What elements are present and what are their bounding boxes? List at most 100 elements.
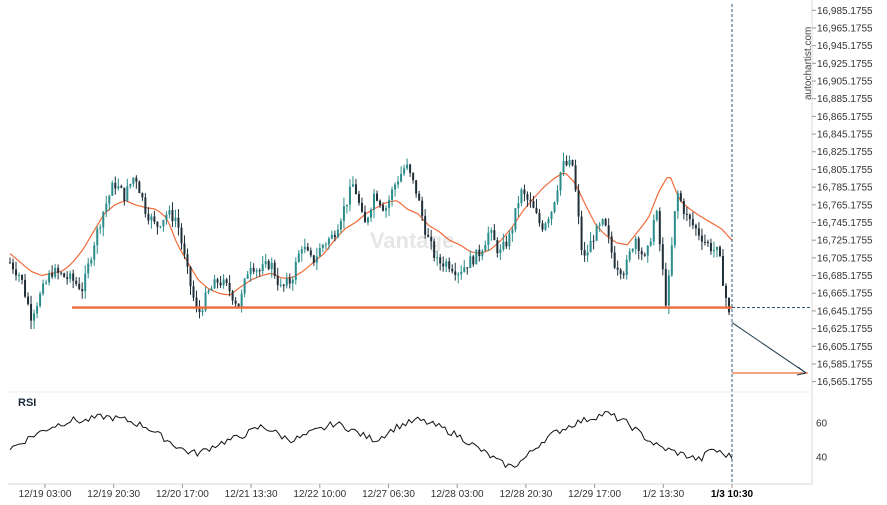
candle bbox=[544, 221, 547, 231]
candle bbox=[595, 223, 598, 242]
candle-body bbox=[451, 268, 454, 272]
candle-body bbox=[264, 260, 267, 265]
candle-body bbox=[655, 211, 658, 220]
candle-body bbox=[306, 246, 309, 251]
candle-body bbox=[433, 241, 436, 259]
y-tick-label: 16,685.1755 bbox=[817, 271, 873, 282]
candle-body bbox=[625, 259, 628, 276]
candle bbox=[183, 235, 186, 259]
candle bbox=[54, 263, 57, 279]
candle bbox=[126, 178, 129, 203]
candle bbox=[511, 226, 514, 242]
candle bbox=[288, 273, 291, 289]
candle-body bbox=[400, 173, 403, 182]
candle bbox=[649, 237, 652, 247]
candle bbox=[315, 247, 318, 270]
candle-body bbox=[84, 273, 87, 292]
candle bbox=[84, 265, 87, 299]
candle bbox=[622, 271, 625, 279]
candle bbox=[258, 268, 261, 277]
candle bbox=[490, 227, 493, 241]
candle-body bbox=[345, 204, 348, 207]
candle bbox=[712, 241, 715, 258]
rsi-tick-label: 60 bbox=[816, 419, 828, 430]
candle-body bbox=[273, 262, 276, 276]
candle-body bbox=[330, 234, 333, 239]
candle-body bbox=[135, 177, 138, 182]
candle bbox=[376, 190, 379, 202]
candle-body bbox=[460, 271, 463, 275]
candle-body bbox=[604, 219, 607, 226]
candle-body bbox=[379, 200, 382, 206]
candle-body bbox=[574, 165, 577, 191]
candle-body bbox=[409, 164, 412, 173]
candle bbox=[354, 178, 357, 195]
candle-body bbox=[201, 310, 204, 313]
candle-body bbox=[300, 249, 303, 254]
candle-body bbox=[261, 264, 264, 272]
candle-body bbox=[360, 202, 363, 212]
candle-body bbox=[649, 241, 652, 246]
candle bbox=[436, 251, 439, 266]
candle bbox=[394, 182, 397, 197]
candle-body bbox=[213, 279, 216, 289]
candle-body bbox=[688, 214, 691, 220]
candle bbox=[297, 250, 300, 263]
candle bbox=[592, 235, 595, 250]
candle bbox=[439, 253, 442, 271]
candle bbox=[81, 282, 84, 299]
candle bbox=[210, 285, 213, 291]
candle-body bbox=[430, 236, 433, 242]
candle bbox=[670, 237, 673, 277]
candle bbox=[99, 224, 102, 234]
candle bbox=[339, 218, 342, 234]
candle-body bbox=[547, 219, 550, 224]
candle bbox=[484, 240, 487, 252]
candle bbox=[607, 218, 610, 244]
candle-body bbox=[294, 262, 297, 280]
candle-body bbox=[637, 238, 640, 252]
candle-body bbox=[454, 271, 457, 276]
candle-body bbox=[69, 273, 72, 279]
candle bbox=[700, 228, 703, 250]
x-tick-label: 12/21 13:30 bbox=[225, 489, 278, 500]
candle bbox=[141, 192, 144, 201]
candle-body bbox=[583, 249, 586, 256]
candle-body bbox=[303, 246, 306, 250]
candle-body bbox=[243, 278, 246, 294]
candle bbox=[69, 270, 72, 283]
candle bbox=[324, 242, 327, 250]
candle-body bbox=[418, 193, 421, 201]
candle bbox=[42, 279, 45, 296]
projection-arrow bbox=[731, 322, 807, 374]
candle bbox=[562, 152, 565, 177]
candle bbox=[466, 267, 469, 275]
candle bbox=[472, 254, 475, 267]
candle bbox=[718, 245, 721, 258]
candle bbox=[279, 278, 282, 288]
candle-body bbox=[15, 269, 18, 276]
candle bbox=[348, 179, 351, 212]
candle bbox=[430, 229, 433, 250]
candle-body bbox=[523, 189, 526, 195]
candle-body bbox=[388, 199, 391, 209]
y-tick-label: 16,905.1755 bbox=[817, 77, 873, 88]
candle-body bbox=[156, 221, 159, 227]
candle bbox=[460, 265, 463, 280]
candle bbox=[270, 257, 273, 278]
candle bbox=[108, 194, 111, 211]
candle bbox=[556, 185, 559, 205]
candle-body bbox=[673, 211, 676, 246]
candle bbox=[75, 276, 78, 287]
candle bbox=[231, 289, 234, 305]
candle-body bbox=[282, 284, 285, 286]
candle-body bbox=[318, 247, 321, 257]
candle-body bbox=[421, 200, 424, 217]
candle bbox=[189, 266, 192, 295]
candle-body bbox=[496, 240, 499, 254]
candle-body bbox=[39, 293, 42, 307]
candle-body bbox=[550, 211, 553, 220]
candle-body bbox=[36, 306, 39, 314]
candle-body bbox=[448, 261, 451, 269]
candle bbox=[147, 207, 150, 225]
